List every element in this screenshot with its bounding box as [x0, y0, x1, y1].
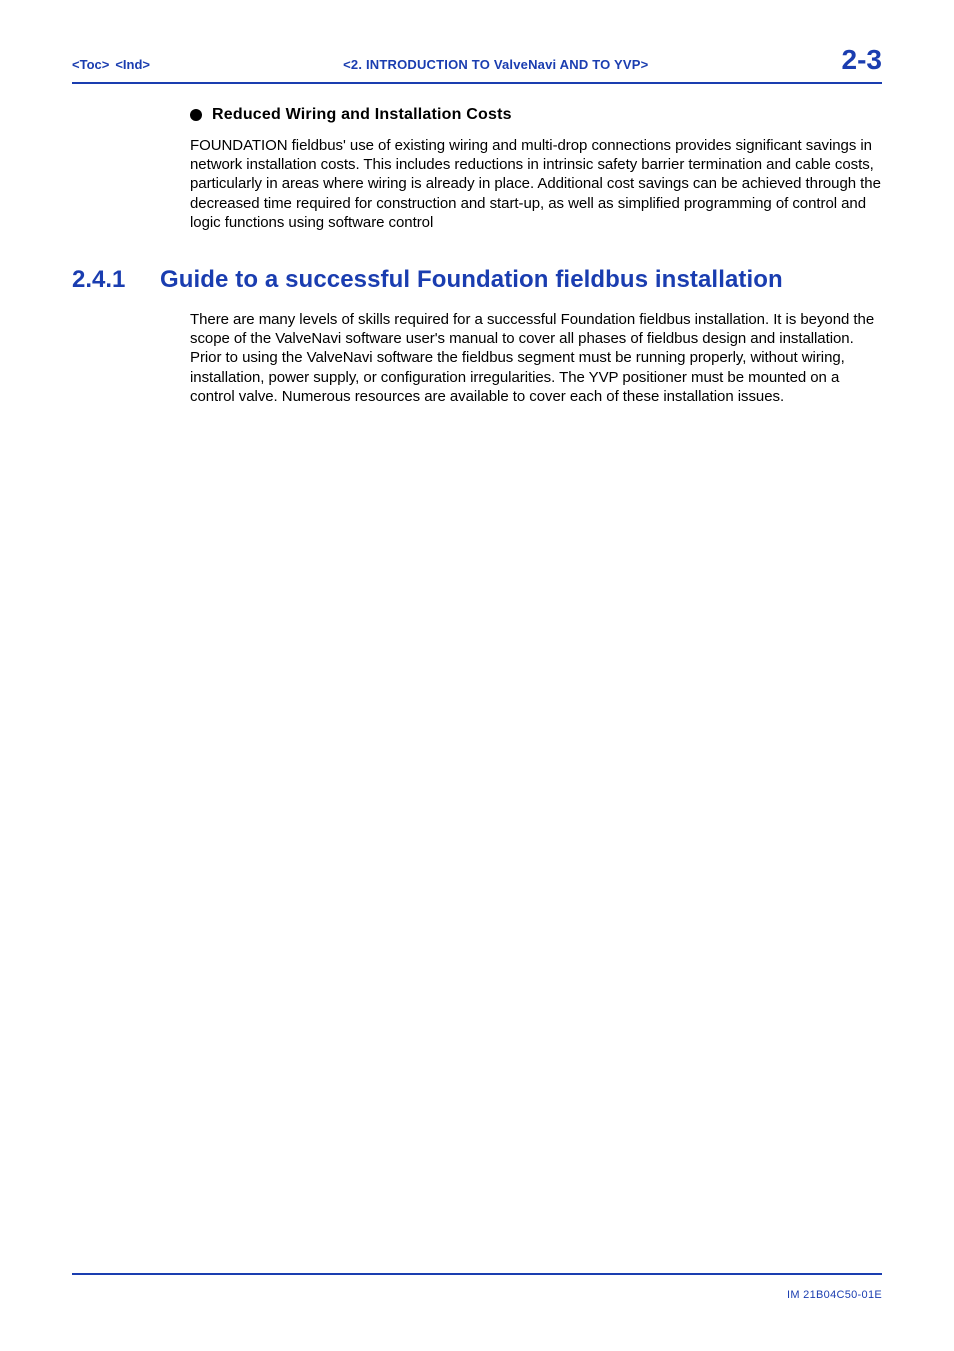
footer-doc-id: IM 21B04C50-01E [72, 1289, 882, 1301]
index-link[interactable]: <Ind> [115, 57, 150, 72]
content-area: Reduced Wiring and Installation Costs FO… [72, 84, 882, 406]
section-body-text: There are many levels of skills required… [72, 310, 882, 406]
page-footer: IM 21B04C50-01E [72, 1273, 882, 1301]
bullet-heading: Reduced Wiring and Installation Costs [212, 106, 512, 124]
section-title: Guide to a successful Foundation fieldbu… [160, 266, 783, 294]
chapter-label: <2. INTRODUCTION TO ValveNavi AND TO YVP… [343, 57, 648, 72]
footer-rule [72, 1273, 882, 1275]
page-number: 2-3 [842, 44, 882, 76]
page-container: <Toc> <Ind> <2. INTRODUCTION TO ValveNav… [0, 0, 954, 1351]
section-number: 2.4.1 [72, 266, 132, 294]
header-left-links: <Toc> <Ind> [72, 57, 150, 72]
toc-link[interactable]: <Toc> [72, 57, 109, 72]
bullet-body-text: FOUNDATION fieldbus' use of existing wir… [72, 136, 882, 232]
bullet-icon [190, 109, 202, 121]
section-heading-row: 2.4.1 Guide to a successful Foundation f… [72, 266, 882, 294]
page-header: <Toc> <Ind> <2. INTRODUCTION TO ValveNav… [72, 44, 882, 80]
bullet-heading-row: Reduced Wiring and Installation Costs [72, 106, 882, 124]
